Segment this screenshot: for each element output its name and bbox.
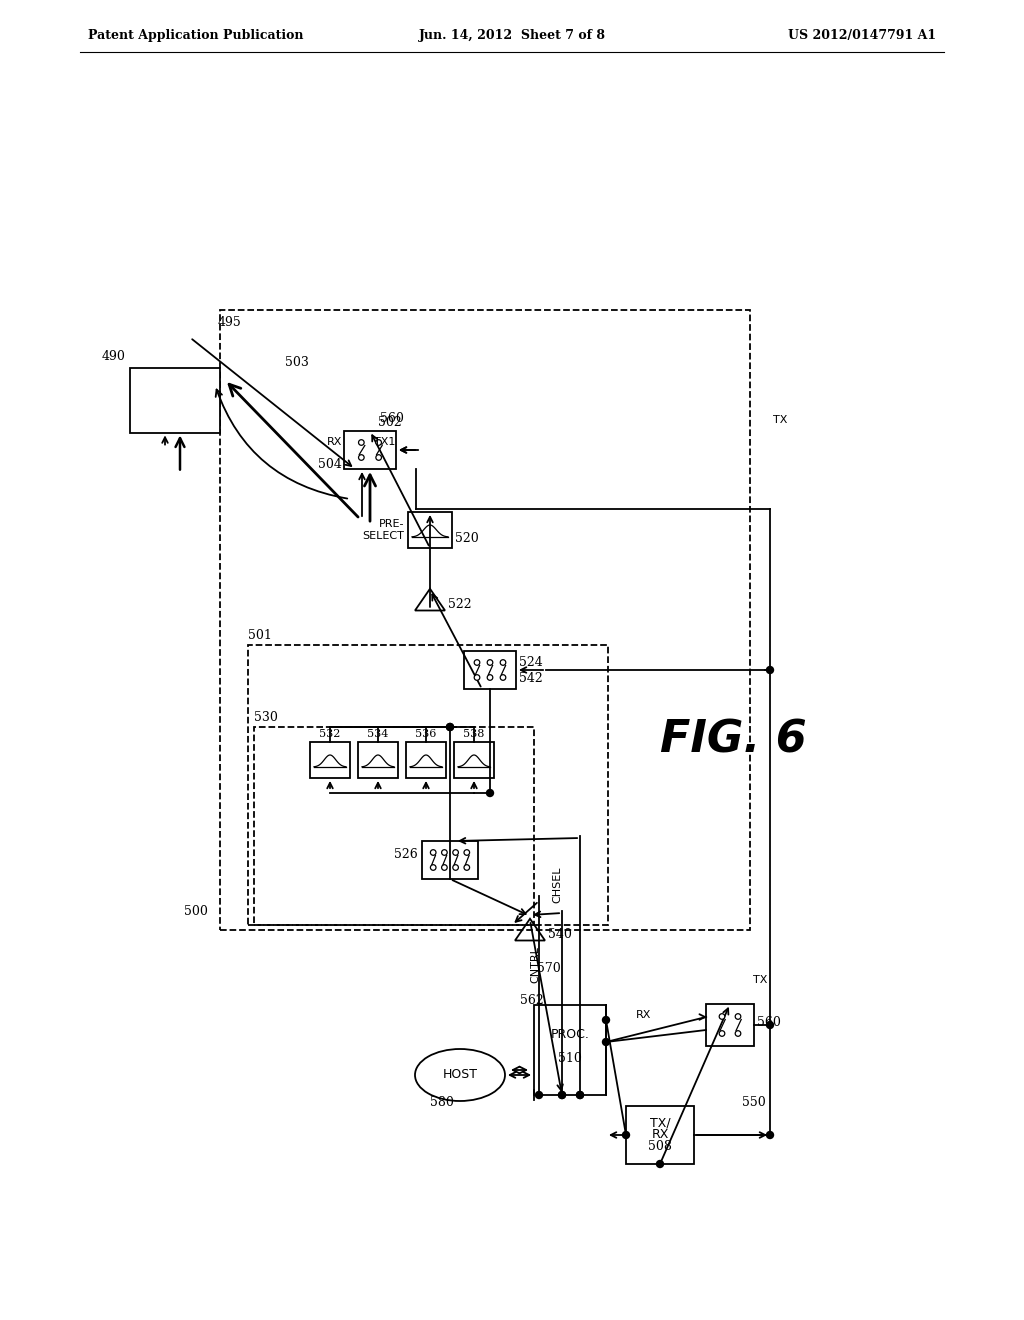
Circle shape: [464, 865, 470, 870]
Circle shape: [500, 675, 506, 680]
Circle shape: [358, 454, 365, 461]
Text: 530: 530: [254, 711, 278, 723]
Circle shape: [719, 1031, 725, 1036]
Circle shape: [719, 1014, 725, 1019]
Text: 520: 520: [455, 532, 479, 544]
Bar: [254, 727, 534, 925]
Text: 501: 501: [248, 630, 272, 642]
Circle shape: [623, 1131, 630, 1138]
Circle shape: [453, 850, 459, 855]
Circle shape: [767, 1022, 773, 1028]
Text: 490: 490: [101, 350, 125, 363]
Circle shape: [358, 440, 365, 445]
Text: TX: TX: [773, 414, 787, 425]
Circle shape: [446, 723, 454, 730]
Bar: [408, 512, 452, 548]
Circle shape: [735, 1031, 740, 1036]
Bar: [344, 432, 396, 469]
Text: 503: 503: [285, 355, 309, 368]
Text: 508: 508: [648, 1140, 672, 1154]
Circle shape: [558, 1092, 565, 1098]
Text: 560: 560: [757, 1015, 781, 1028]
Text: 550: 550: [742, 1096, 766, 1109]
Text: 495: 495: [218, 315, 242, 329]
Text: SELECT: SELECT: [362, 531, 404, 541]
Text: Jun. 14, 2012  Sheet 7 of 8: Jun. 14, 2012 Sheet 7 of 8: [419, 29, 605, 41]
Text: Patent Application Publication: Patent Application Publication: [88, 29, 303, 41]
Circle shape: [735, 1014, 740, 1019]
Text: 538: 538: [463, 729, 484, 739]
Bar: [406, 742, 446, 777]
Text: RX: RX: [651, 1129, 669, 1142]
Text: PRE-: PRE-: [379, 519, 404, 529]
Circle shape: [376, 440, 382, 445]
Text: 526: 526: [394, 849, 418, 862]
Text: 510: 510: [558, 1052, 582, 1064]
Bar: [422, 841, 478, 879]
Circle shape: [441, 865, 447, 870]
Ellipse shape: [415, 1049, 505, 1101]
Text: 532: 532: [319, 729, 341, 739]
Circle shape: [474, 660, 480, 665]
Circle shape: [602, 1016, 609, 1023]
Text: FIG. 6: FIG. 6: [660, 718, 807, 762]
Circle shape: [487, 675, 493, 680]
Text: 540: 540: [548, 928, 571, 941]
Text: TX: TX: [753, 975, 767, 985]
Text: 570: 570: [537, 961, 561, 974]
Circle shape: [430, 850, 436, 855]
Text: RX: RX: [327, 437, 342, 447]
Circle shape: [441, 850, 447, 855]
Text: US 2012/0147791 A1: US 2012/0147791 A1: [787, 29, 936, 41]
Text: RX: RX: [636, 1010, 651, 1020]
Bar: [626, 1106, 694, 1164]
Text: CNTRL: CNTRL: [530, 946, 540, 983]
Circle shape: [536, 1092, 543, 1098]
Text: PROC.: PROC.: [551, 1028, 590, 1041]
Text: 580: 580: [430, 1096, 454, 1109]
Text: 504: 504: [318, 458, 342, 470]
Text: 524: 524: [519, 656, 543, 668]
Circle shape: [486, 789, 494, 796]
Bar: [220, 310, 750, 931]
Text: HOST: HOST: [442, 1068, 477, 1081]
Circle shape: [767, 667, 773, 673]
Text: 502: 502: [378, 416, 401, 429]
Circle shape: [558, 1092, 565, 1098]
Circle shape: [500, 660, 506, 665]
Text: TX1: TX1: [374, 437, 395, 447]
Circle shape: [430, 865, 436, 870]
Text: 562: 562: [520, 994, 544, 1006]
Bar: [464, 651, 516, 689]
Text: CHSEL: CHSEL: [552, 867, 562, 903]
Circle shape: [474, 675, 480, 680]
Text: 522: 522: [449, 598, 472, 611]
Circle shape: [453, 865, 459, 870]
Circle shape: [767, 1131, 773, 1138]
Text: 534: 534: [368, 729, 389, 739]
Circle shape: [602, 1039, 609, 1045]
Circle shape: [577, 1092, 584, 1098]
Bar: [454, 742, 494, 777]
Text: TX/: TX/: [649, 1117, 671, 1130]
Text: 500: 500: [184, 906, 208, 917]
Circle shape: [656, 1160, 664, 1167]
Bar: [534, 1005, 606, 1096]
Text: 560: 560: [380, 412, 403, 425]
Circle shape: [487, 660, 493, 665]
Circle shape: [376, 454, 382, 461]
Circle shape: [577, 1092, 584, 1098]
Circle shape: [446, 723, 454, 730]
Bar: [248, 645, 608, 925]
Bar: [310, 742, 350, 777]
Circle shape: [464, 850, 470, 855]
Bar: [358, 742, 398, 777]
Bar: [130, 367, 220, 433]
Text: 542: 542: [519, 672, 543, 685]
Text: 536: 536: [416, 729, 436, 739]
Bar: [706, 1005, 754, 1045]
